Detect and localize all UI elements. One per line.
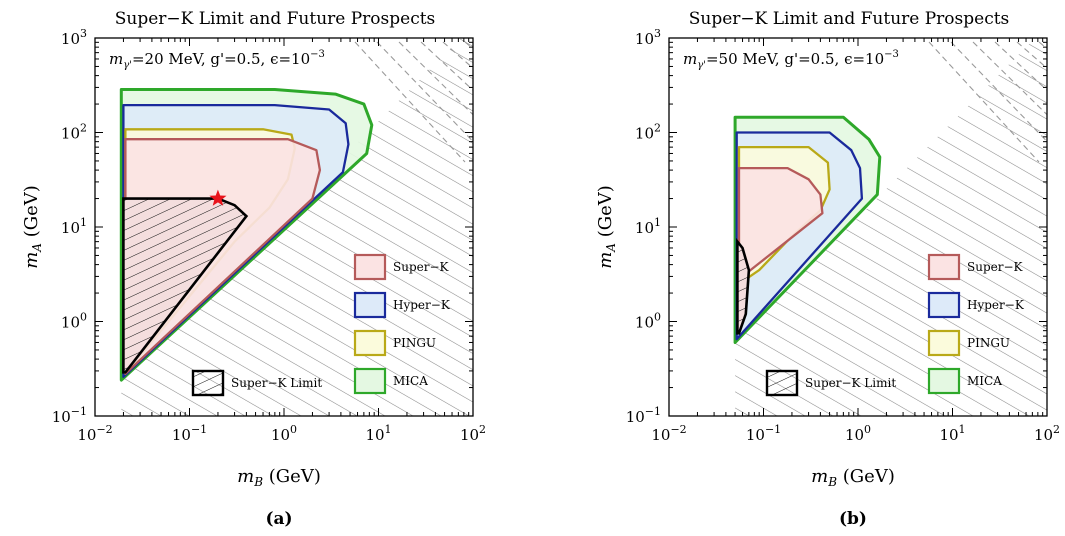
excluded-dashed-line: [420, 41, 473, 91]
x-tick-label: 10−2: [77, 423, 112, 444]
excluded-dashed-line: [972, 41, 1047, 116]
y-tick-label: 101: [635, 216, 661, 237]
y-tick-label: 101: [61, 216, 87, 237]
legend-label: PINGU: [967, 336, 1010, 350]
y-tick-label: 10−1: [626, 405, 661, 426]
legend-swatch: [353, 367, 387, 395]
legend-label: MICA: [967, 374, 1002, 388]
y-tick-label: 100: [635, 311, 661, 332]
x-tick-label: 102: [460, 423, 486, 444]
excluded-dashed-line: [354, 41, 466, 163]
panel-label: (b): [839, 509, 867, 529]
legend-swatch: [927, 367, 961, 395]
x-tick-label: 10−1: [746, 423, 781, 444]
excluded-dashed-line: [442, 41, 473, 69]
y-tick-label: 102: [61, 122, 87, 143]
x-tick-label: 101: [365, 423, 391, 444]
benchmark-star-marker: [209, 189, 227, 206]
x-axis-label: mB (GeV): [237, 466, 321, 489]
legend-label: Hyper−K: [393, 298, 451, 312]
excluded-dashed-line: [994, 41, 1047, 91]
y-tick-label: 100: [61, 311, 87, 332]
limit-legend-swatch: [765, 369, 799, 397]
legend-label: MICA: [393, 374, 428, 388]
y-axis-label: mA (GeV): [21, 185, 44, 269]
x-tick-label: 101: [939, 423, 965, 444]
x-tick-label: 10−2: [651, 423, 686, 444]
chart-title: Super−K Limit and Future Prospects: [115, 9, 436, 29]
super-k-limit-region: [122, 197, 249, 374]
excluded-dashed-line: [376, 41, 473, 143]
legend-swatch: [353, 253, 387, 281]
x-tick-label: 100: [845, 423, 871, 444]
limit-legend-label: Super−K Limit: [805, 376, 896, 390]
y-tick-label: 102: [635, 122, 661, 143]
super-k-limit-region: [736, 237, 751, 335]
legend-swatch: [927, 291, 961, 319]
excluded-dashed-line: [928, 41, 1040, 163]
legend-swatch: [353, 291, 387, 319]
limit-legend-swatch: [191, 369, 225, 397]
y-tick-label: 103: [635, 27, 661, 48]
y-tick-label: 10−1: [52, 405, 87, 426]
parameter-annotation: mγ'=50 MeV, g'=0.5, ϵ=10−3: [683, 49, 899, 71]
legend-swatch: [353, 329, 387, 357]
excluded-region-hatch: [121, 38, 473, 416]
x-tick-label: 10−1: [172, 423, 207, 444]
excluded-dashed-line: [398, 41, 473, 116]
x-tick-label: 102: [1034, 423, 1060, 444]
y-tick-label: 103: [61, 27, 87, 48]
panel-label: (a): [265, 509, 292, 529]
legend-swatch: [927, 253, 961, 281]
legend-label: Super−K: [393, 260, 450, 274]
chart-title: Super−K Limit and Future Prospects: [689, 9, 1010, 29]
legend-swatch: [927, 329, 961, 357]
legend-label: Hyper−K: [967, 298, 1025, 312]
region-superk: [737, 166, 824, 281]
x-axis-label: mB (GeV): [811, 466, 895, 489]
limit-legend-label: Super−K Limit: [231, 376, 322, 390]
x-tick-label: 100: [271, 423, 297, 444]
excluded-region-hatch: [735, 38, 1047, 416]
parameter-annotation: mγ'=20 MeV, g'=0.5, ϵ=10−3: [109, 49, 325, 71]
legend-label: PINGU: [393, 336, 436, 350]
excluded-dashed-line: [1016, 41, 1047, 69]
y-axis-label: mA (GeV): [595, 185, 618, 269]
legend-label: Super−K: [967, 260, 1024, 274]
excluded-dashed-line: [464, 41, 473, 50]
excluded-dashed-line: [950, 41, 1047, 143]
